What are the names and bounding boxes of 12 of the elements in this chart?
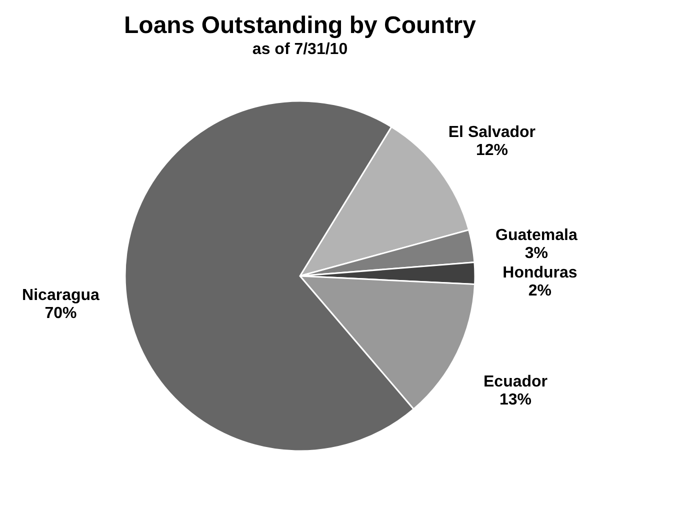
slice-label: Honduras <box>502 264 578 282</box>
slice-label: El Salvador <box>448 124 536 141</box>
data-label: 70% <box>44 304 77 322</box>
data-label: 3% <box>524 244 548 262</box>
chart-title: Loans Outstanding by Country <box>124 12 477 39</box>
data-label: 13% <box>499 392 532 409</box>
slice-label: Guatemala <box>496 226 578 244</box>
slice-label: Nicaragua <box>22 286 100 304</box>
data-label: 2% <box>528 282 552 300</box>
chart-subtitle: as of 7/31/10 <box>252 41 348 58</box>
data-label: 12% <box>476 142 508 159</box>
slice-label: Ecuador <box>483 374 548 391</box>
